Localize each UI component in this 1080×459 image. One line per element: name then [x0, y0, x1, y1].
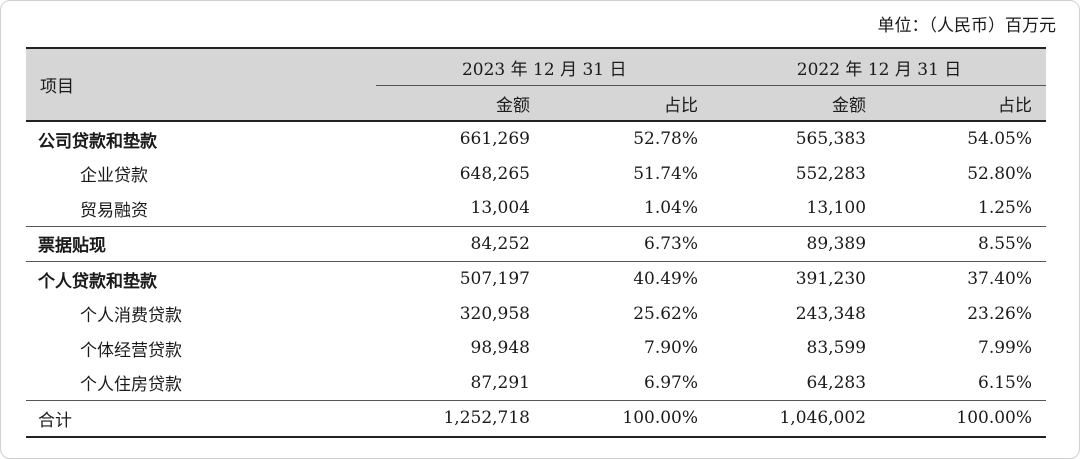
amount-2023: 507,197	[376, 261, 544, 297]
share-2023: 51.74%	[633, 163, 699, 184]
row-label: 个体经营贷款	[80, 340, 182, 361]
table-row: 个体经营贷款 98,948 7.90% 83,599 7.99%	[26, 331, 1046, 366]
share-2023: 6.97%	[644, 372, 699, 393]
amount-2023: 84,252	[376, 225, 544, 262]
amount-2023-header: 金额	[376, 85, 544, 122]
share-2022: 6.15%	[978, 372, 1033, 393]
share-2023: 6.73%	[544, 225, 713, 262]
row-label: 贸易融资	[80, 200, 148, 221]
year-2023-header: 2023 年 12 月 31 日	[375, 48, 713, 86]
share-2022: 37.40%	[880, 261, 1047, 297]
row-label: 公司贷款和垫款	[38, 131, 157, 152]
share-2023: 7.90%	[644, 338, 699, 359]
loan-table: 项目 2023 年 12 月 31 日 2022 年 12 月 31 日 金额 …	[26, 47, 1047, 438]
table-row: 票据贴现 84,252 6.73% 89,389 8.55%	[26, 225, 1047, 262]
share-2023: 52.78%	[633, 129, 699, 150]
amount-2023: 87,291	[470, 372, 530, 393]
share-2023: 1.04%	[644, 198, 699, 219]
item-column-header: 项目	[26, 48, 376, 122]
unit-label: 单位：（人民币）百万元	[877, 16, 1057, 36]
row-label: 票据贴现	[26, 225, 376, 262]
amount-2022-header: 金额	[712, 85, 881, 122]
amount-2023: 648,265	[459, 163, 530, 184]
amount-2022: 13,100	[806, 198, 867, 219]
share-2023-header: 占比	[544, 85, 713, 122]
amount-2022: 83,599	[806, 338, 867, 359]
total-row: 合计 1,252,718 100.00% 1,046,002 100.00%	[26, 400, 1047, 438]
amount-2023: 1,252,718	[376, 400, 544, 438]
table-row: 公司贷款和垫款 661,269 52.78% 565,383 54.05%	[26, 121, 1046, 157]
amount-2022: 89,389	[712, 225, 881, 262]
row-label: 企业贷款	[80, 166, 148, 187]
share-2022: 1.25%	[978, 198, 1033, 219]
share-2022-header: 占比	[880, 85, 1047, 122]
year-2022-header: 2022 年 12 月 31 日	[712, 48, 1047, 86]
share-2023: 40.49%	[544, 261, 713, 297]
share-2022: 7.99%	[978, 338, 1033, 359]
amount-2023: 98,948	[470, 338, 530, 359]
amount-2023: 13,004	[470, 198, 530, 219]
table-row: 企业贷款 648,265 51.74% 552,283 52.80%	[26, 157, 1046, 192]
share-2023: 25.62%	[633, 303, 699, 324]
table-body: 公司贷款和垫款 661,269 52.78% 565,383 54.05% 企业…	[26, 121, 1047, 438]
share-2023: 100.00%	[544, 400, 713, 438]
row-label: 个人住房贷款	[80, 375, 182, 396]
table-row: 个人贷款和垫款 507,197 40.49% 391,230 37.40%	[26, 261, 1047, 297]
share-2022: 100.00%	[880, 400, 1047, 438]
amount-2022: 243,348	[795, 303, 867, 324]
share-2022: 8.55%	[880, 225, 1047, 262]
amount-2022: 391,230	[712, 261, 881, 297]
row-label: 个人消费贷款	[80, 306, 182, 327]
table-row: 贸易融资 13,004 1.04% 13,100 1.25%	[26, 191, 1046, 226]
share-2022: 54.05%	[967, 129, 1033, 150]
amount-2022: 552,283	[795, 163, 867, 184]
row-label: 个人贷款和垫款	[26, 261, 376, 297]
amount-2023: 661,269	[459, 129, 530, 150]
share-2022: 52.80%	[967, 163, 1033, 184]
table-row: 个人住房贷款 87,291 6.97% 64,283 6.15%	[26, 366, 1046, 401]
table-row: 个人消费贷款 320,958 25.62% 243,348 23.26%	[26, 297, 1046, 332]
amount-2022: 64,283	[806, 372, 867, 393]
row-label: 合计	[26, 400, 376, 438]
share-2022: 23.26%	[967, 303, 1033, 324]
table-header: 项目 2023 年 12 月 31 日 2022 年 12 月 31 日 金额 …	[26, 48, 1047, 122]
amount-2022: 1,046,002	[712, 400, 881, 438]
amount-2023: 320,958	[459, 303, 530, 324]
amount-2022: 565,383	[795, 129, 867, 150]
